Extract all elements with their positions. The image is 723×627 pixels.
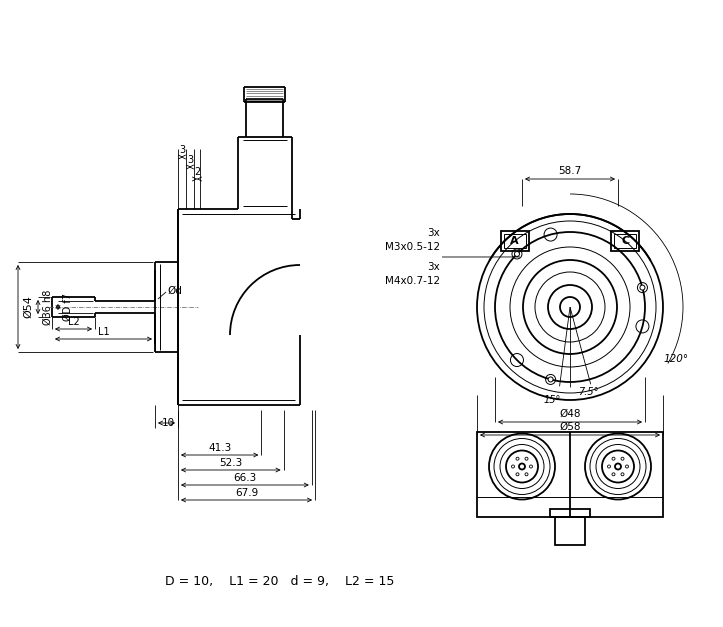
Circle shape — [621, 473, 624, 476]
Text: 58.7: 58.7 — [558, 166, 581, 176]
Bar — [504, 234, 526, 248]
Text: A: A — [510, 236, 519, 246]
Text: M4x0.7-12: M4x0.7-12 — [385, 276, 440, 286]
Bar — [477, 432, 663, 517]
Circle shape — [621, 457, 624, 460]
Circle shape — [516, 473, 519, 476]
Circle shape — [519, 463, 525, 470]
Text: 3x: 3x — [427, 262, 440, 272]
Text: ØD f7: ØD f7 — [63, 293, 73, 321]
Text: C: C — [621, 236, 629, 246]
Text: Ød: Ød — [167, 286, 182, 296]
Circle shape — [640, 285, 645, 290]
Text: 10: 10 — [162, 418, 175, 428]
Text: 66.3: 66.3 — [234, 473, 257, 483]
Text: 7.5°: 7.5° — [578, 387, 598, 397]
Text: Ø58: Ø58 — [560, 422, 581, 432]
Bar — [501, 231, 529, 251]
Circle shape — [625, 465, 628, 468]
Circle shape — [525, 473, 528, 476]
Bar — [615, 234, 636, 248]
Circle shape — [612, 457, 615, 460]
Text: 3: 3 — [179, 145, 185, 155]
Text: 67.9: 67.9 — [235, 488, 258, 498]
Bar — [550, 509, 590, 517]
Text: 2: 2 — [194, 167, 200, 177]
Text: 41.3: 41.3 — [208, 443, 231, 453]
Text: 52.3: 52.3 — [219, 458, 242, 468]
Text: M3x0.5-12: M3x0.5-12 — [385, 242, 440, 252]
Circle shape — [607, 465, 610, 468]
Text: L1: L1 — [98, 327, 109, 337]
Circle shape — [525, 457, 528, 460]
Text: 3x: 3x — [427, 228, 440, 238]
Text: D = 10,    L1 = 20   d = 9,    L2 = 15: D = 10, L1 = 20 d = 9, L2 = 15 — [165, 576, 394, 589]
Bar — [611, 231, 639, 251]
Circle shape — [516, 457, 519, 460]
Text: Ø36 h8: Ø36 h8 — [43, 289, 53, 325]
Text: 15°: 15° — [543, 395, 561, 405]
Text: 120°: 120° — [663, 354, 688, 364]
Circle shape — [515, 251, 519, 256]
Text: Ø54: Ø54 — [23, 295, 33, 319]
Text: 3: 3 — [187, 155, 193, 165]
Circle shape — [615, 463, 621, 470]
Text: L2: L2 — [68, 317, 80, 327]
Circle shape — [511, 465, 515, 468]
Circle shape — [612, 473, 615, 476]
Bar — [555, 517, 585, 545]
Circle shape — [529, 465, 533, 468]
Text: Ø48: Ø48 — [560, 409, 581, 419]
Circle shape — [548, 377, 553, 382]
